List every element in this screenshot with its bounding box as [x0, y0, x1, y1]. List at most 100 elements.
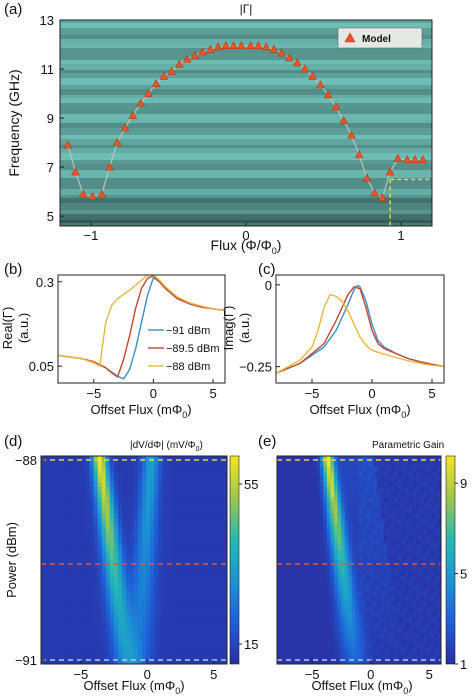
heatmap-cell: [89, 612, 95, 618]
heatmap-cell: [280, 466, 285, 473]
heatmap-cell: [398, 612, 403, 618]
heatmap-cell: [405, 497, 410, 504]
heatmap-cell: [178, 570, 184, 577]
heatmap-cell: [334, 606, 339, 613]
heatmap-cell: [316, 648, 321, 655]
heatmap-cell: [351, 466, 357, 473]
heatmap-cell: [305, 482, 310, 488]
heatmap-cell: [337, 492, 342, 499]
heatmap-cell: [309, 560, 314, 566]
heatmap-cell: [359, 648, 364, 655]
heatmap-cell: [166, 638, 171, 644]
heatmap-cell: [337, 612, 342, 618]
heatmap-cell: [437, 638, 441, 644]
heatmap-cell: [341, 544, 346, 551]
heatmap-cell: [214, 596, 220, 603]
panel-e-heatmap: [277, 456, 441, 664]
heatmap-cell: [61, 638, 66, 644]
heatmap-cell: [134, 606, 139, 613]
heatmap-cell: [81, 482, 87, 488]
heatmap-cell: [182, 627, 188, 634]
heatmap-cell: [49, 648, 54, 655]
heatmap-cell: [412, 502, 417, 509]
heatmap-cell: [186, 601, 192, 608]
heatmap-cell: [387, 606, 392, 613]
heatmap-cell: [430, 586, 435, 592]
heatmap-cell: [162, 456, 167, 462]
heatmap-cell: [73, 482, 78, 488]
heatmap-cell: [351, 627, 357, 634]
heatmap-cell: [348, 508, 353, 514]
heatmap-cell: [61, 497, 66, 504]
panel-e-tag: (e): [258, 433, 276, 450]
heatmap-cell: [287, 596, 292, 603]
heatmap-cell: [129, 575, 135, 582]
heatmap-cell: [77, 513, 83, 519]
heatmap-cell: [334, 570, 339, 577]
heatmap-cell: [426, 627, 431, 634]
heatmap-cell: [391, 591, 396, 597]
heatmap-cell: [61, 549, 66, 556]
model-marker: [167, 66, 176, 75]
heatmap-cell: [348, 643, 353, 649]
heatmap-cell: [45, 622, 50, 629]
heatmap-cell: [373, 565, 378, 571]
heatmap-cell: [326, 528, 332, 535]
heatmap-cell: [294, 502, 299, 509]
heatmap-cell: [348, 528, 353, 535]
heatmap-cell: [376, 622, 381, 629]
model-marker: [246, 41, 255, 50]
heatmap-cell: [97, 492, 103, 499]
heatmap-cell: [309, 492, 314, 499]
heatmap-cell: [77, 466, 83, 473]
heatmap-cell: [355, 492, 360, 499]
heatmap-cell: [423, 606, 428, 613]
heatmap-cell: [291, 534, 296, 540]
heatmap-cell: [284, 617, 289, 623]
heatmap-cell: [426, 456, 431, 462]
heatmap-cell: [117, 487, 123, 493]
heatmap-cell: [146, 518, 151, 525]
heatmap-cell: [326, 502, 332, 509]
heatmap-cell: [412, 508, 417, 514]
heatmap-cell: [53, 544, 58, 551]
heatmap-cell: [401, 492, 406, 499]
heatmap-cell: [405, 554, 410, 561]
heatmap-cell: [129, 601, 135, 608]
x-tick-label: 5: [209, 386, 216, 401]
heatmap-cell: [202, 539, 208, 545]
heatmap-cell: [194, 612, 200, 618]
model-marker: [221, 41, 231, 50]
heatmap-cell: [146, 513, 151, 519]
heatmap-cell: [423, 539, 428, 545]
heatmap-cell: [182, 612, 188, 618]
heatmap-cell: [284, 508, 289, 514]
heatmap-cell: [334, 638, 339, 644]
heatmap-cell: [373, 596, 378, 603]
heatmap-cell: [170, 565, 176, 571]
heatmap-stripe: [60, 64, 432, 71]
heatmap-cell: [69, 612, 74, 618]
heatmap-cell: [109, 466, 115, 473]
heatmap-cell: [298, 606, 303, 613]
heatmap-cell: [61, 466, 66, 473]
heatmap-cell: [162, 617, 167, 623]
heatmap-cell: [150, 622, 155, 629]
heatmap-cell: [426, 632, 431, 639]
heatmap-cell: [190, 648, 196, 655]
heatmap-cell: [186, 492, 192, 499]
heatmap-cell: [291, 658, 296, 664]
heatmap-cell: [387, 570, 392, 577]
heatmap-cell: [326, 549, 332, 556]
heatmap-cell: [105, 596, 111, 603]
heatmap-cell: [214, 508, 220, 514]
heatmap-cell: [412, 518, 417, 525]
heatmap-cell: [101, 648, 107, 655]
heatmap-cell: [323, 586, 328, 592]
heatmap-cell: [412, 492, 417, 499]
heatmap-cell: [419, 487, 424, 493]
heatmap-cell: [162, 508, 167, 514]
heatmap-cell: [162, 502, 167, 509]
heatmap-cell: [341, 570, 346, 577]
